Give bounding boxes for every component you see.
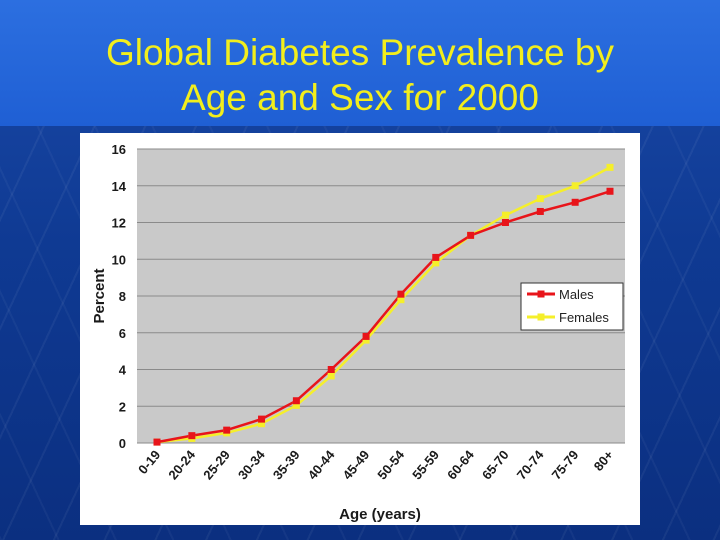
data-point-males (223, 426, 231, 434)
legend-males-marker (537, 290, 545, 298)
data-point-females (606, 163, 614, 171)
series-line-males (156, 190, 611, 444)
data-point-females (397, 296, 405, 304)
y-tick-label: 16 (112, 142, 126, 157)
x-tick-label: 60-64 (444, 447, 477, 483)
y-tick-label: 4 (119, 363, 127, 378)
y-tick-label: 8 (119, 289, 126, 304)
x-axis-ticks: 0-19 20-24 25-29 30-34 35-39 40-44 45-49 50-54 5… (135, 447, 616, 483)
x-tick-label: 50-54 (374, 447, 407, 483)
data-point-females (327, 372, 335, 380)
y-tick-label: 6 (119, 326, 126, 341)
x-tick-label: 75-79 (549, 447, 582, 482)
data-point-males (292, 397, 300, 405)
data-point-males (536, 207, 544, 215)
data-point-females (501, 211, 509, 219)
x-tick-label: 30-34 (235, 447, 268, 483)
y-tick-label: 10 (112, 252, 126, 267)
title-line-1: Global Diabetes Prevalence by (105, 32, 614, 73)
data-point-males (327, 366, 335, 373)
x-tick-label: 20-24 (165, 447, 198, 483)
data-point-males (571, 198, 579, 206)
y-tick-label: 12 (112, 216, 126, 231)
series-line-females (156, 166, 611, 444)
legend: Males Females (520, 282, 624, 331)
data-point-females (258, 420, 266, 428)
data-point-males (362, 332, 370, 340)
x-tick-label: 35-39 (270, 447, 303, 482)
title-line-2: Age and Sex for 2000 (181, 77, 539, 118)
series-lines (156, 166, 611, 444)
grid-lines (137, 148, 625, 444)
x-tick-label: 80+ (591, 447, 617, 474)
data-point-males (467, 231, 475, 239)
x-axis-label: Age (years) (339, 506, 421, 523)
data-point-males (606, 187, 614, 195)
y-tick-label: 2 (119, 399, 126, 414)
data-point-females (292, 401, 300, 409)
x-tick-label: 65-70 (479, 447, 512, 482)
data-point-females (536, 195, 544, 203)
x-tick-label: 40-44 (305, 447, 338, 483)
x-tick-label: 25-29 (200, 447, 233, 482)
x-tick-label: 70-74 (514, 447, 547, 483)
data-point-males (501, 219, 509, 226)
y-axis-ticks: 0 2 4 6 8 10 12 14 16 (112, 142, 127, 451)
data-point-females (432, 259, 440, 267)
legend-males-label: Males (559, 287, 594, 302)
x-tick-label: 0-19 (135, 447, 163, 477)
data-point-males (397, 290, 405, 298)
data-point-females (571, 182, 579, 190)
legend-females-label: Females (559, 310, 609, 325)
data-point-females (362, 336, 370, 344)
series-markers (153, 163, 614, 446)
x-tick-label: 55-59 (409, 447, 442, 482)
data-point-males (258, 415, 266, 423)
data-point-males (153, 438, 161, 446)
line-chart: 0 2 4 6 8 10 12 14 16 0-19 20-24 25-29 30-34 35-39 40… (91, 142, 625, 523)
title-band (0, 0, 720, 126)
data-point-males (188, 432, 196, 440)
y-axis-label: Percent (91, 268, 108, 323)
legend-females-marker (537, 313, 545, 321)
y-tick-label: 14 (112, 179, 127, 194)
y-tick-label: 0 (119, 436, 126, 451)
x-tick-label: 45-49 (340, 447, 373, 482)
data-point-males (432, 253, 440, 261)
slide-title: Global Diabetes Prevalence by Age and Se… (0, 30, 720, 120)
chart-frame: 0 2 4 6 8 10 12 14 16 0-19 20-24 25-29 30-34 35-39 40… (80, 133, 640, 525)
